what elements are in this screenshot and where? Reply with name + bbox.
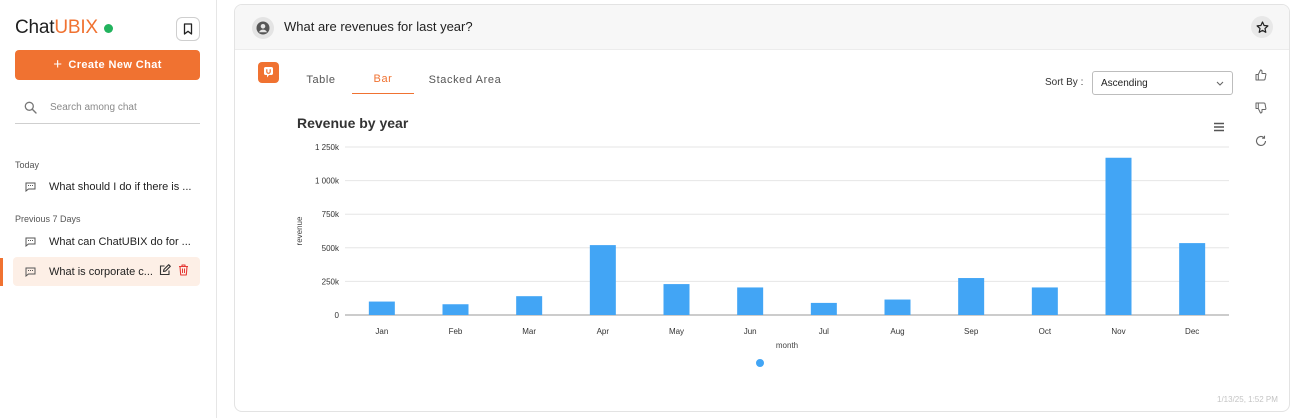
sort-by-select[interactable]: Ascending: [1092, 71, 1233, 95]
regenerate-button[interactable]: [1254, 134, 1268, 148]
chat-history-title: What can ChatUBIX do for ...: [49, 235, 191, 248]
create-new-chat-button[interactable]: + Create New Chat: [15, 50, 200, 80]
thumbs-up-icon: [1255, 69, 1267, 81]
chat-history-title: What should I do if there is ...: [49, 180, 192, 193]
bar-feb[interactable]: [442, 304, 469, 315]
section-label-previous-7-days: Previous 7 Days: [15, 214, 81, 224]
bar-oct[interactable]: [1031, 287, 1058, 315]
thumbs-up-button[interactable]: [1254, 68, 1268, 82]
y-tick-label: 1 250k: [315, 143, 340, 152]
x-tick-label: Jan: [375, 327, 388, 336]
x-tick-label: Aug: [890, 327, 904, 336]
question-header: What are revenues for last year?: [235, 5, 1289, 50]
bar-aug[interactable]: [884, 299, 911, 315]
favorite-button[interactable]: [1251, 16, 1273, 38]
refresh-icon: [1255, 135, 1267, 146]
x-tick-label: Mar: [522, 327, 536, 336]
bot-avatar: [258, 62, 279, 83]
user-avatar: [252, 17, 274, 39]
x-tick-label: Nov: [1111, 327, 1125, 336]
pagination-dot[interactable]: [756, 359, 764, 367]
sort-by-value: Ascending: [1101, 77, 1148, 89]
response-actions: [1254, 68, 1268, 148]
star-icon: [1256, 20, 1268, 33]
x-axis-label: month: [776, 341, 798, 350]
user-question-text: What are revenues for last year?: [284, 19, 473, 34]
x-tick-label: Oct: [1039, 327, 1052, 336]
trash-icon: [178, 263, 188, 276]
create-new-chat-label: Create New Chat: [68, 59, 162, 71]
edit-icon: [159, 263, 171, 275]
chat-bubble-icon: [25, 267, 37, 277]
x-tick-label: Dec: [1185, 327, 1199, 336]
sidebar: Chat UBIX + Create New Chat Search among …: [0, 0, 217, 418]
x-tick-label: May: [669, 327, 684, 336]
plus-icon: +: [53, 56, 63, 73]
chat-bubble-icon: [25, 182, 37, 192]
y-tick-label: 750k: [322, 210, 340, 219]
bookmark-icon: [183, 23, 193, 35]
bar-jul[interactable]: [810, 302, 837, 315]
y-tick-label: 500k: [322, 244, 340, 253]
tab-bar[interactable]: Bar: [352, 65, 414, 94]
tab-table[interactable]: Table: [306, 73, 336, 86]
bar-sep[interactable]: [958, 278, 985, 315]
chart-title: Revenue by year: [297, 115, 409, 131]
bar-may[interactable]: [663, 284, 690, 315]
visualization-tabs: Table Bar Stacked Area: [290, 65, 516, 95]
x-tick-label: Feb: [449, 327, 463, 336]
online-status-dot: [103, 23, 113, 33]
y-tick-label: 0: [335, 311, 340, 320]
bar-jun[interactable]: [737, 287, 764, 315]
section-label-today: Today: [15, 160, 40, 170]
chat-history-item-active[interactable]: What is corporate c...: [13, 257, 200, 286]
bar-jan[interactable]: [368, 301, 395, 315]
brand-name-part1: Chat: [15, 17, 55, 38]
x-tick-label: Apr: [597, 327, 610, 336]
x-tick-label: Sep: [964, 327, 979, 336]
bar-apr[interactable]: [589, 245, 616, 315]
chevron-down-icon: [1216, 81, 1224, 86]
y-tick-label: 1 000k: [315, 177, 340, 186]
x-tick-label: Jul: [819, 327, 829, 336]
y-tick-label: 250k: [322, 277, 340, 286]
edit-chat-button[interactable]: [159, 263, 171, 281]
bar-dec[interactable]: [1179, 243, 1206, 315]
y-axis-label: revenue: [295, 216, 304, 245]
thumbs-down-icon: [1255, 102, 1267, 114]
active-chat-indicator: [0, 258, 3, 286]
bar-mar[interactable]: [516, 296, 543, 315]
chat-response-card: What are revenues for last year? Table B…: [234, 4, 1290, 412]
x-tick-label: Jun: [744, 327, 757, 336]
bar-nov[interactable]: [1105, 157, 1132, 315]
tab-stacked-area[interactable]: Stacked Area: [428, 73, 502, 86]
delete-chat-button[interactable]: [178, 263, 189, 281]
search-input[interactable]: Search among chat: [50, 102, 137, 113]
chat-history-item[interactable]: What can ChatUBIX do for ...: [13, 227, 200, 256]
brand-logo: Chat UBIX: [15, 17, 113, 39]
bot-logo-icon: [264, 67, 273, 78]
chat-history-item[interactable]: What should I do if there is ...: [13, 172, 200, 201]
brand-name-part2: UBIX: [54, 17, 98, 38]
bookmark-button[interactable]: [176, 17, 200, 41]
chat-history-title: What is corporate c...: [49, 265, 153, 278]
bar-chart-svg: Revenue by year 0 250k 500k 750k 1 000k 1 250…: [295, 115, 1229, 367]
user-icon: [256, 21, 270, 35]
chat-bubble-icon: [25, 237, 37, 247]
response-timestamp: 1/13/25, 1:52 PM: [1217, 395, 1278, 404]
chat-search-field[interactable]: Search among chat: [15, 92, 200, 124]
sort-by-label: Sort By :: [1045, 77, 1084, 88]
search-icon: [24, 101, 44, 114]
chart-menu-button[interactable]: [1213, 121, 1225, 133]
revenue-chart: Revenue by year 0 250k 500k 750k 1 000k 1 250…: [290, 110, 1235, 385]
thumbs-down-button[interactable]: [1254, 101, 1268, 115]
